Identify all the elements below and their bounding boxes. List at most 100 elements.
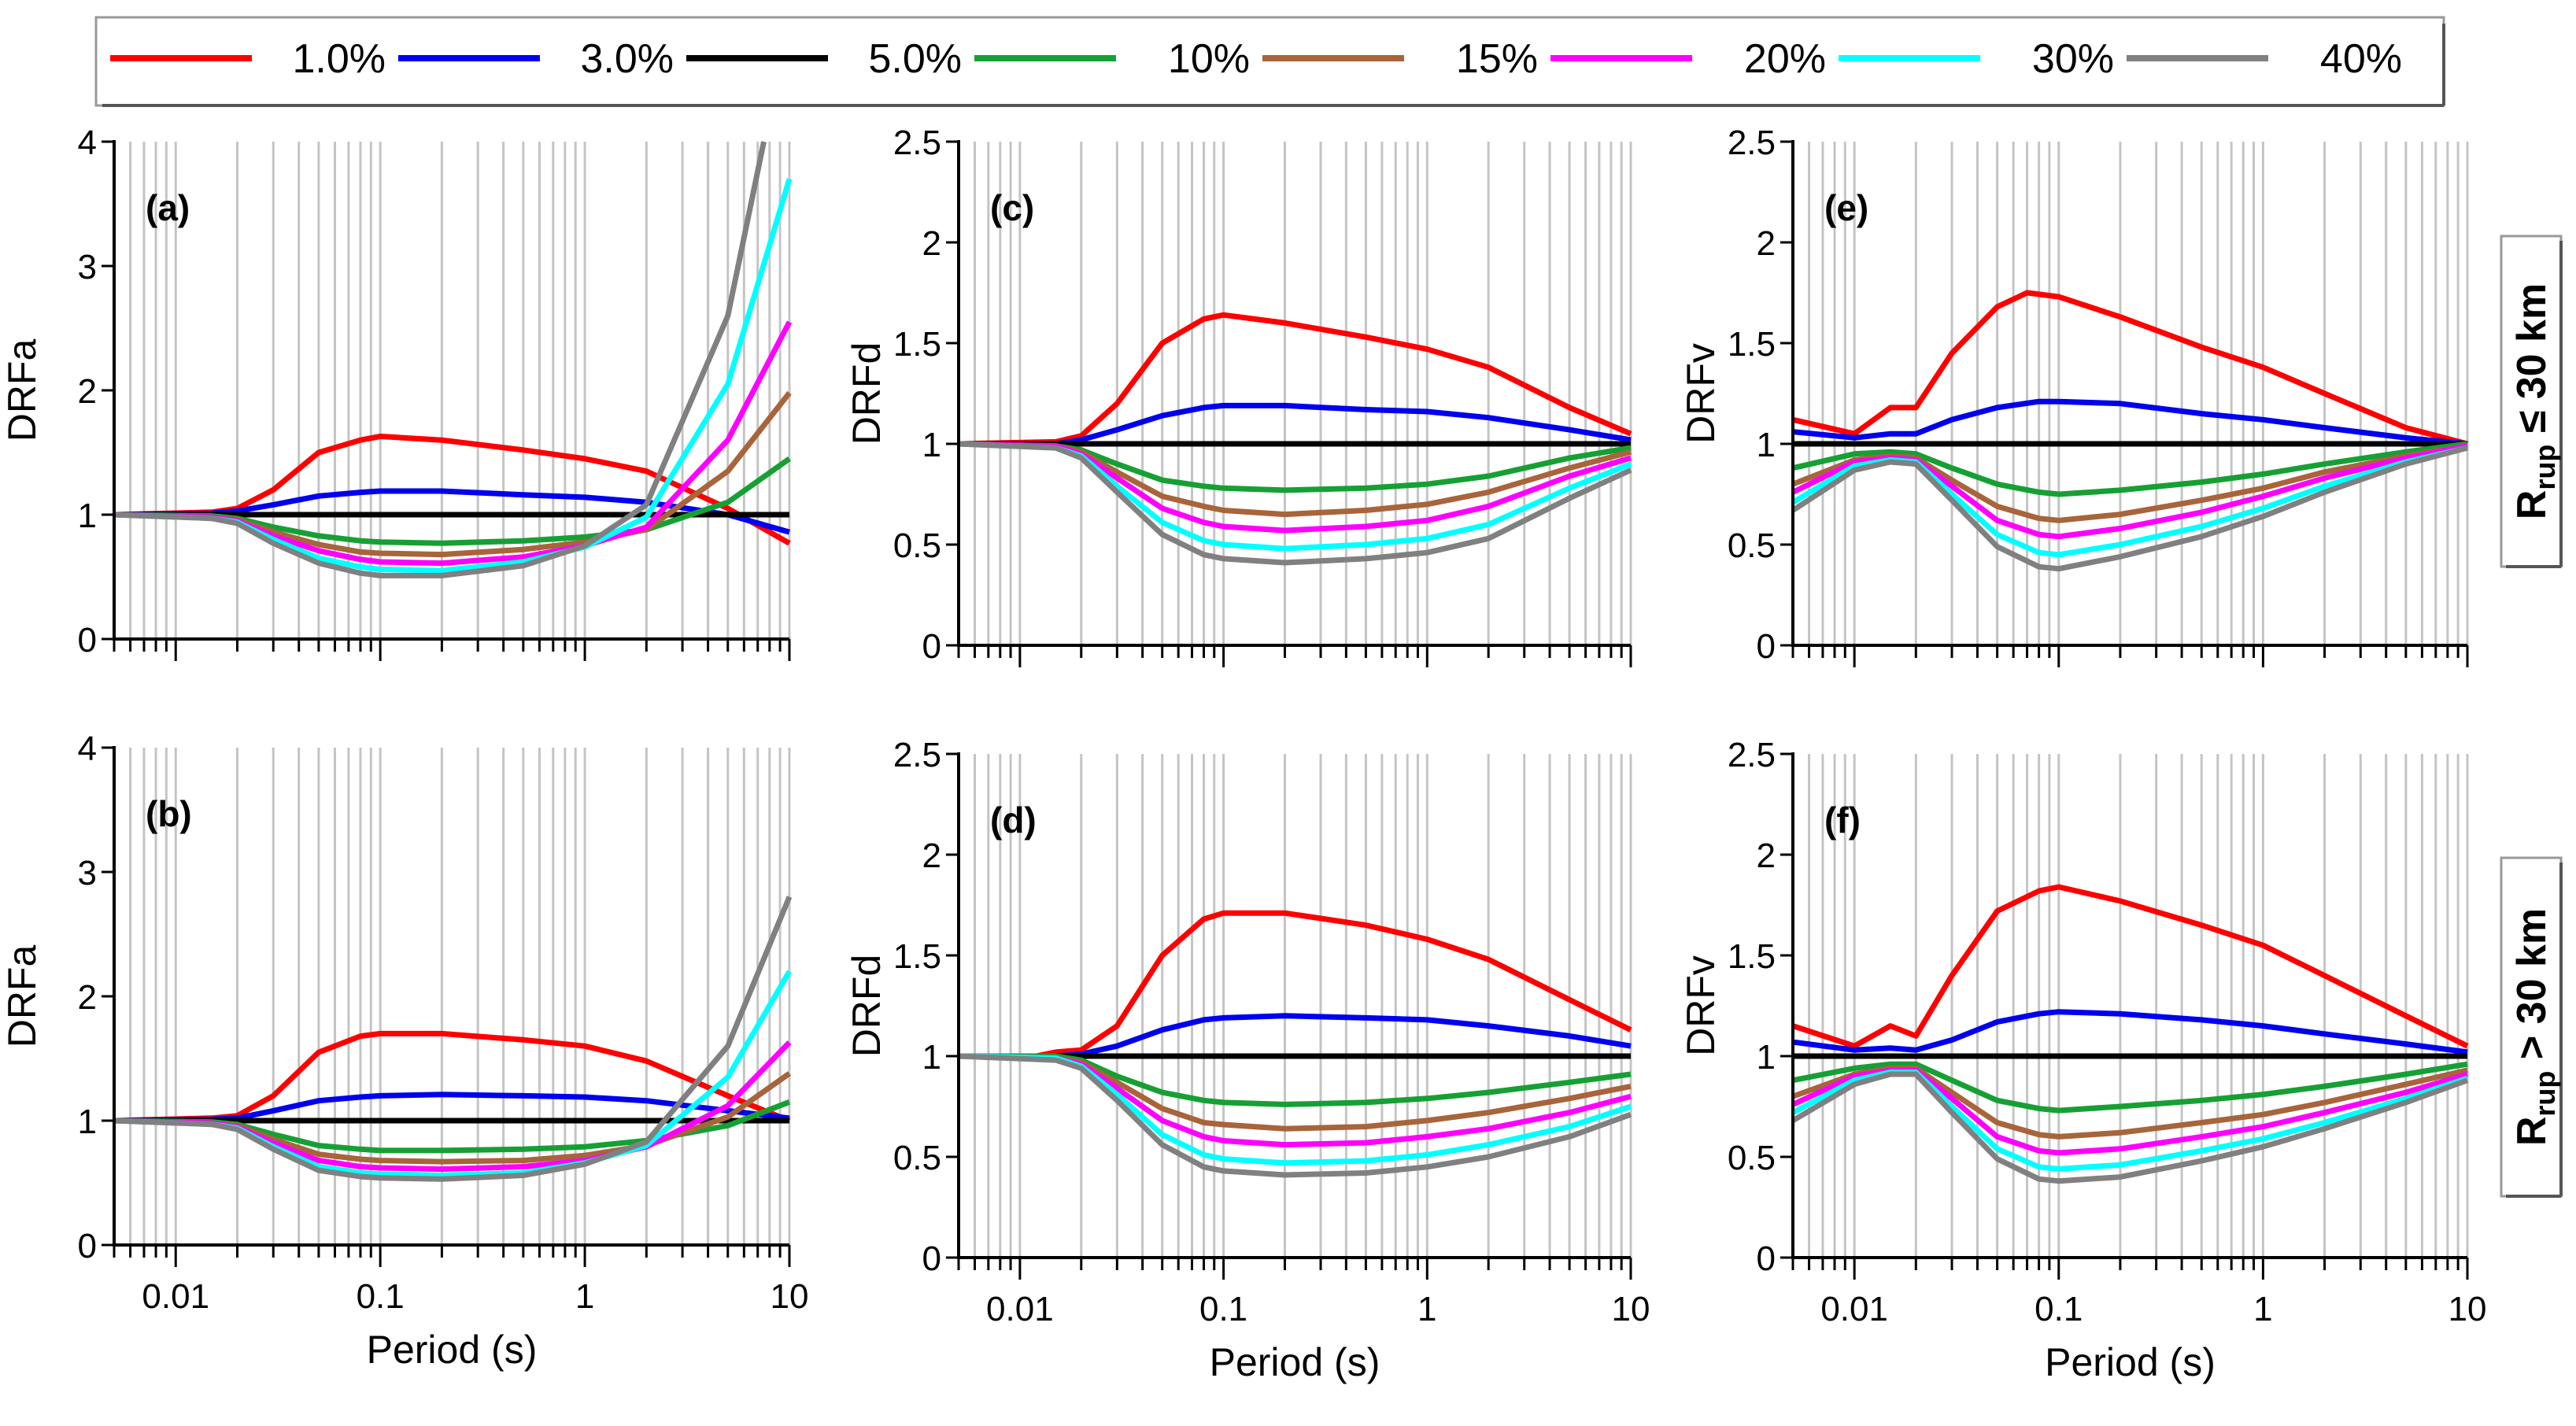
panel-label: (f) [1824,800,1861,840]
x-tick-label: 0.01 [1820,1290,1888,1328]
grid [957,754,1632,1258]
panel-label: (b) [146,793,192,834]
y-tick-label: 3 [78,248,97,286]
y-axis-label: DRFa [0,945,44,1048]
y-tick-label: 2 [78,372,97,411]
legend-label: 20% [1744,36,1826,82]
y-tick-label: 1.5 [893,325,941,364]
y-tick-label: 0.5 [1728,1139,1776,1177]
panel-label: (e) [1824,187,1868,228]
y-tick-label: 2 [1757,837,1776,875]
y-tick-label: 2 [1757,224,1776,263]
y-tick-label: 0 [1757,627,1776,666]
series-line-40pct [113,141,767,578]
y-tick-label: 1 [922,1038,941,1077]
panel-label: (c) [990,187,1034,228]
y-tick-label: 2.5 [1728,736,1776,774]
row-label: Rrup > 30 km [2509,908,2561,1146]
y-axis-label: DRFa [0,339,44,442]
grid [957,142,1632,645]
panel-e: 0 0.5 1 1.5 2 2.5 DRFv (e) [1679,124,2469,667]
y-axis-label: DRFv [1679,343,1723,444]
legend-label: 5.0% [868,36,962,82]
panel-label: (a) [146,187,190,228]
x-tick-label: 1 [2253,1290,2272,1328]
x-tick-label: 0.01 [142,1277,209,1316]
panel-f: 0.01 0.1 1 10 0 0.5 1 1.5 2 2.5 DRFv Period (s) (f) [1679,736,2486,1384]
y-tick-label: 1 [78,497,97,535]
legend-label: 30% [2032,36,2114,82]
x-tick-label: 0.01 [986,1290,1054,1328]
grid [1791,142,2469,645]
y-tick-label: 2 [78,978,97,1017]
series-line-3-0pct [959,402,1632,447]
x-axis-label: Period (s) [1210,1340,1380,1384]
panel-d: 0.01 0.1 1 10 0 0.5 1 1.5 2 2.5 DRFd Period (s) (d) [844,736,1650,1384]
y-tick-label: 2.5 [893,736,941,774]
series-line-3-0pct [1792,398,2468,447]
series-line-3-0pct [1792,1009,2468,1055]
y-tick-label: 1.5 [893,937,941,976]
row-label-box [2500,235,2563,568]
series-line-1-0pct [958,312,1632,447]
series-line-40pct [113,896,793,1182]
x-tick-label: 0.1 [2035,1290,2083,1328]
y-tick-label: 0.5 [893,1139,941,1177]
grid [1791,754,2469,1258]
legend-label: 10% [1168,36,1250,82]
y-tick-label: 2.5 [893,124,941,162]
legend-label: 15% [1456,36,1538,82]
y-tick-label: 4 [78,124,97,162]
series-line-30pct [113,970,793,1178]
series-line-1-0pct [1792,290,2468,447]
panel-c: 0 0.5 1 1.5 2 2.5 DRFd (c) [844,124,1632,667]
x-axis-label: Period (s) [2045,1340,2216,1384]
x-axis-label: Period (s) [367,1328,538,1372]
row-label-sub: rup [2529,445,2561,490]
row-label-sub: rup [2529,1071,2561,1117]
row-label: Rrup ≤ 30 km [2509,283,2561,519]
legend-label: 3.0% [580,36,674,82]
series-line-1-0pct [959,910,1632,1059]
y-tick-label: 0 [1757,1239,1776,1278]
legend: 1.0% 3.0% 5.0% 10% 15% 20% 30% 40% [94,16,2445,107]
y-tick-label: 0 [78,1227,97,1265]
y-axis-label: DRFd [844,342,889,445]
series-line-30pct [958,441,1632,552]
series-line-20pct [958,1053,1632,1148]
legend-label: 40% [2320,36,2402,82]
y-tick-label: 1.5 [1728,325,1776,364]
y-tick-label: 1 [922,426,941,464]
y-tick-label: 2 [922,224,941,263]
row-label-rest: ≤ 30 km [2509,283,2555,445]
y-tick-label: 1.5 [1728,937,1776,976]
series-line-40pct [958,441,1632,566]
y-tick-label: 4 [78,730,97,768]
row-label-main: R [2509,1117,2555,1147]
panel-label: (d) [990,800,1037,840]
x-tick-label: 0.1 [1199,1290,1247,1328]
x-tick-label: 0.1 [357,1277,405,1316]
series-line-15pct [113,391,792,558]
panel-b: 0.01 0.1 1 10 0 1 2 3 4 DRFa Period (s) (b) [0,730,808,1372]
x-tick-label: 10 [1612,1290,1650,1328]
grid [113,142,791,639]
y-tick-label: 1 [78,1103,97,1141]
x-tick-label: 1 [575,1277,594,1316]
y-tick-label: 2.5 [1728,124,1776,162]
y-tick-label: 0.5 [893,526,941,565]
y-tick-label: 2 [922,837,941,875]
y-tick-label: 0 [922,1239,941,1278]
x-tick-label: 1 [1417,1290,1436,1328]
series-line-40pct [958,1053,1632,1178]
x-tick-label: 10 [2448,1290,2487,1328]
y-tick-label: 0 [922,627,941,666]
y-tick-label: 0 [78,621,97,659]
series-line-40pct [1791,1071,2469,1184]
series-line-40pct [1791,445,2468,572]
y-tick-label: 1 [1757,1038,1776,1077]
panel-a: 0 1 2 3 4 DRFa (a) [0,124,793,661]
series-line-10pct [1792,1061,2468,1114]
